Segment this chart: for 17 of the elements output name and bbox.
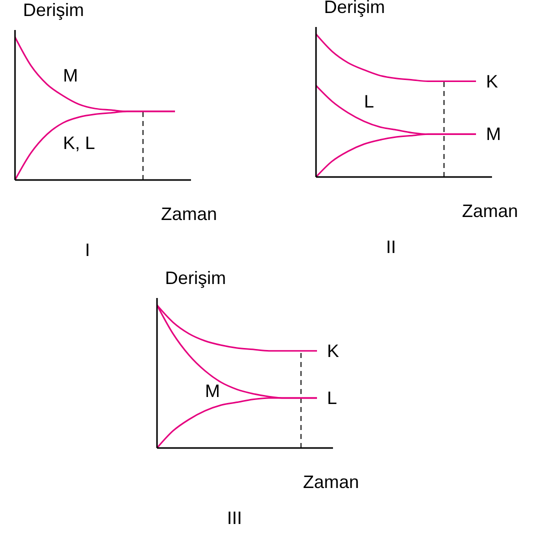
text: I — [85, 240, 90, 261]
y-axis-title: Derişim — [324, 0, 385, 18]
series-label: M — [205, 380, 220, 401]
x-axis-title: Zaman — [161, 204, 218, 225]
text: III — [227, 508, 242, 529]
series-label: L — [364, 91, 374, 112]
y-axis-title: Derişim — [23, 0, 84, 21]
series-label: M — [486, 124, 501, 144]
x-axis-title: Zaman — [303, 472, 360, 493]
series-label: K — [327, 340, 340, 361]
series-label: L — [327, 388, 338, 408]
x-axis-title: Zaman — [462, 201, 518, 222]
text: II — [386, 237, 396, 258]
series-label: M — [63, 66, 78, 86]
series-label: K — [486, 71, 498, 92]
series-label: K, L — [63, 132, 96, 153]
y-axis-title: Derişim — [165, 268, 226, 289]
